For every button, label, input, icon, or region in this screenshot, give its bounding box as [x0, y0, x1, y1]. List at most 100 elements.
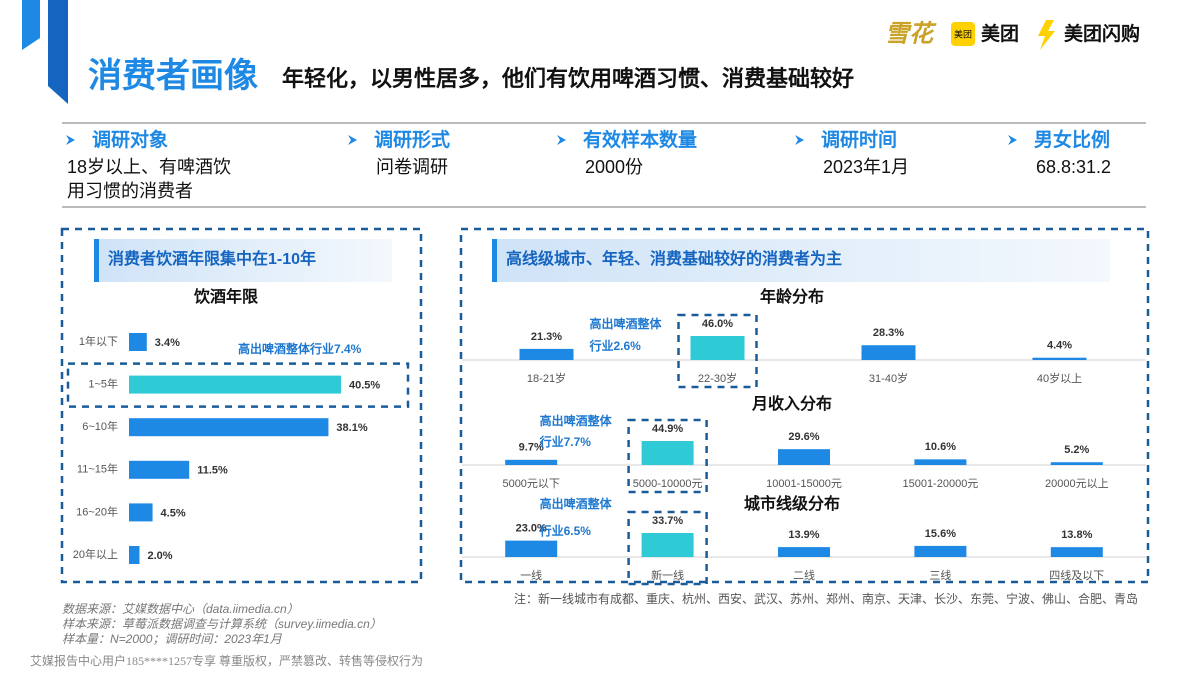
- survey-value: 用习惯的消费者: [67, 181, 193, 201]
- bar: [778, 449, 830, 465]
- annotation: 行业2.6%: [589, 338, 642, 353]
- bar: [519, 348, 574, 360]
- bar: [778, 547, 830, 557]
- bar: [914, 545, 967, 557]
- bar: [129, 375, 341, 394]
- chart-title: 月收入分布: [751, 394, 832, 413]
- survey-value: 问卷调研: [376, 157, 448, 177]
- bar: [129, 503, 153, 522]
- category-label: 1~5年: [88, 377, 118, 391]
- bar: [129, 460, 190, 479]
- panel-heading: 高线级城市、年轻、消费基础较好的消费者为主: [506, 249, 842, 268]
- category-label: 新一线: [651, 568, 684, 582]
- bar: [914, 459, 967, 465]
- value-label: 40.5%: [349, 380, 380, 392]
- panel: [60, 227, 423, 584]
- value-label: 15.6%: [925, 528, 956, 540]
- bullet: [66, 135, 75, 145]
- value-label: 23.0%: [516, 523, 547, 535]
- note: 注：新一线城市有成都、重庆、杭州、西安、武汉、苏州、郑州、南京、天津、长沙、东莞…: [514, 591, 1138, 606]
- category-label: 5000元以下: [502, 478, 559, 490]
- category-label: 10001-15000元: [766, 478, 842, 490]
- survey-label: 调研时间: [821, 129, 897, 151]
- bullet: [348, 135, 357, 145]
- bar: [505, 459, 558, 465]
- bar: [641, 533, 694, 557]
- survey-value: 68.8:31.2: [1036, 157, 1111, 177]
- highlight-box: [66, 362, 410, 408]
- logo-badge: [951, 22, 975, 46]
- value-label: 46.0%: [702, 318, 733, 330]
- bullet: [557, 135, 566, 145]
- survey-label: 调研形式: [374, 128, 450, 151]
- bar: [129, 418, 329, 437]
- annotation: 行业6.5%: [539, 523, 592, 538]
- value-label: 33.7%: [652, 515, 683, 527]
- value-label: 4.5%: [161, 507, 186, 519]
- value-label: 13.9%: [788, 529, 819, 541]
- value-label: 11.5%: [197, 465, 228, 477]
- value-label: 29.6%: [788, 431, 819, 443]
- panel-heading-accent: [94, 239, 99, 282]
- category-label: 一线: [520, 568, 542, 582]
- category-label: 18-21岁: [527, 371, 566, 385]
- highlight-box: [627, 510, 708, 586]
- value-label: 3.4%: [155, 337, 180, 349]
- value-label: 44.9%: [652, 423, 683, 435]
- panel: [459, 227, 1150, 584]
- category-label: 四线及以下: [1049, 568, 1104, 582]
- category-label: 16~20年: [76, 504, 118, 518]
- value-label: 4.4%: [1047, 340, 1072, 352]
- category-label: 二线: [793, 568, 815, 582]
- logo: 雪花: [885, 20, 937, 47]
- watermark: 艾媒报告中心用户185****1257专享 尊重版权，严禁篡改、转售等侵权行为: [30, 653, 423, 668]
- annotation: 高出啤酒整体: [540, 496, 613, 511]
- category-label: 40岁以上: [1037, 371, 1082, 385]
- annotation: 高出啤酒整体: [540, 413, 613, 428]
- survey-label: 有效样本数量: [583, 128, 697, 151]
- bar: [1050, 547, 1103, 557]
- category-label: 11~15年: [77, 462, 118, 476]
- value-label: 10.6%: [925, 441, 956, 453]
- chart-title: 城市线级分布: [744, 494, 840, 513]
- category-label: 20000元以上: [1045, 477, 1109, 490]
- bar: [861, 345, 916, 360]
- bar: [129, 546, 140, 564]
- logo: 美团闪购: [1064, 22, 1140, 45]
- highlight-box: [627, 418, 708, 494]
- category-label: 6~10年: [82, 419, 118, 433]
- category-label: 20年以上: [73, 547, 118, 561]
- decor: [48, 0, 68, 104]
- decor: [22, 0, 40, 50]
- page-title: 消费者画像: [88, 57, 258, 95]
- category-label: 31-40岁: [869, 371, 908, 385]
- survey-value: 2023年1月: [823, 157, 909, 177]
- panel-heading-bg: [492, 239, 1110, 282]
- bar: [690, 336, 745, 360]
- annotation: 行业7.7%: [539, 434, 592, 449]
- annotation: 高出啤酒整体行业7.4%: [238, 341, 362, 356]
- bar: [641, 441, 694, 465]
- value-label: 2.0%: [147, 550, 172, 562]
- source: 数据来源：艾媒数据中心（data.iimedia.cn）: [62, 602, 299, 616]
- value-label: 28.3%: [873, 327, 904, 339]
- survey-value: 18岁以上、有啤酒饮: [67, 157, 231, 177]
- value-label: 21.3%: [531, 331, 562, 343]
- highlight-box: [677, 313, 758, 389]
- value-label: 5.2%: [1064, 444, 1089, 456]
- survey-label: 男女比例: [1034, 128, 1110, 151]
- source: 样本量：N=2000；调研时间：2023年1月: [62, 632, 283, 646]
- annotation: 高出啤酒整体: [590, 316, 663, 331]
- bar: [129, 333, 147, 351]
- category-label: 22-30岁: [698, 371, 737, 385]
- category-label: 三线: [929, 568, 951, 582]
- chart-title: 年龄分布: [760, 287, 824, 306]
- value-label: 9.7%: [519, 442, 544, 454]
- category-label: 5000-10000元: [633, 478, 703, 490]
- bar: [505, 540, 558, 557]
- category-label: 15001-20000元: [902, 478, 978, 490]
- value-label: 13.8%: [1061, 529, 1092, 541]
- source: 样本来源：草莓派数据调查与计算系统（survey.iimedia.cn）: [62, 617, 382, 631]
- survey-label: 调研对象: [92, 128, 168, 151]
